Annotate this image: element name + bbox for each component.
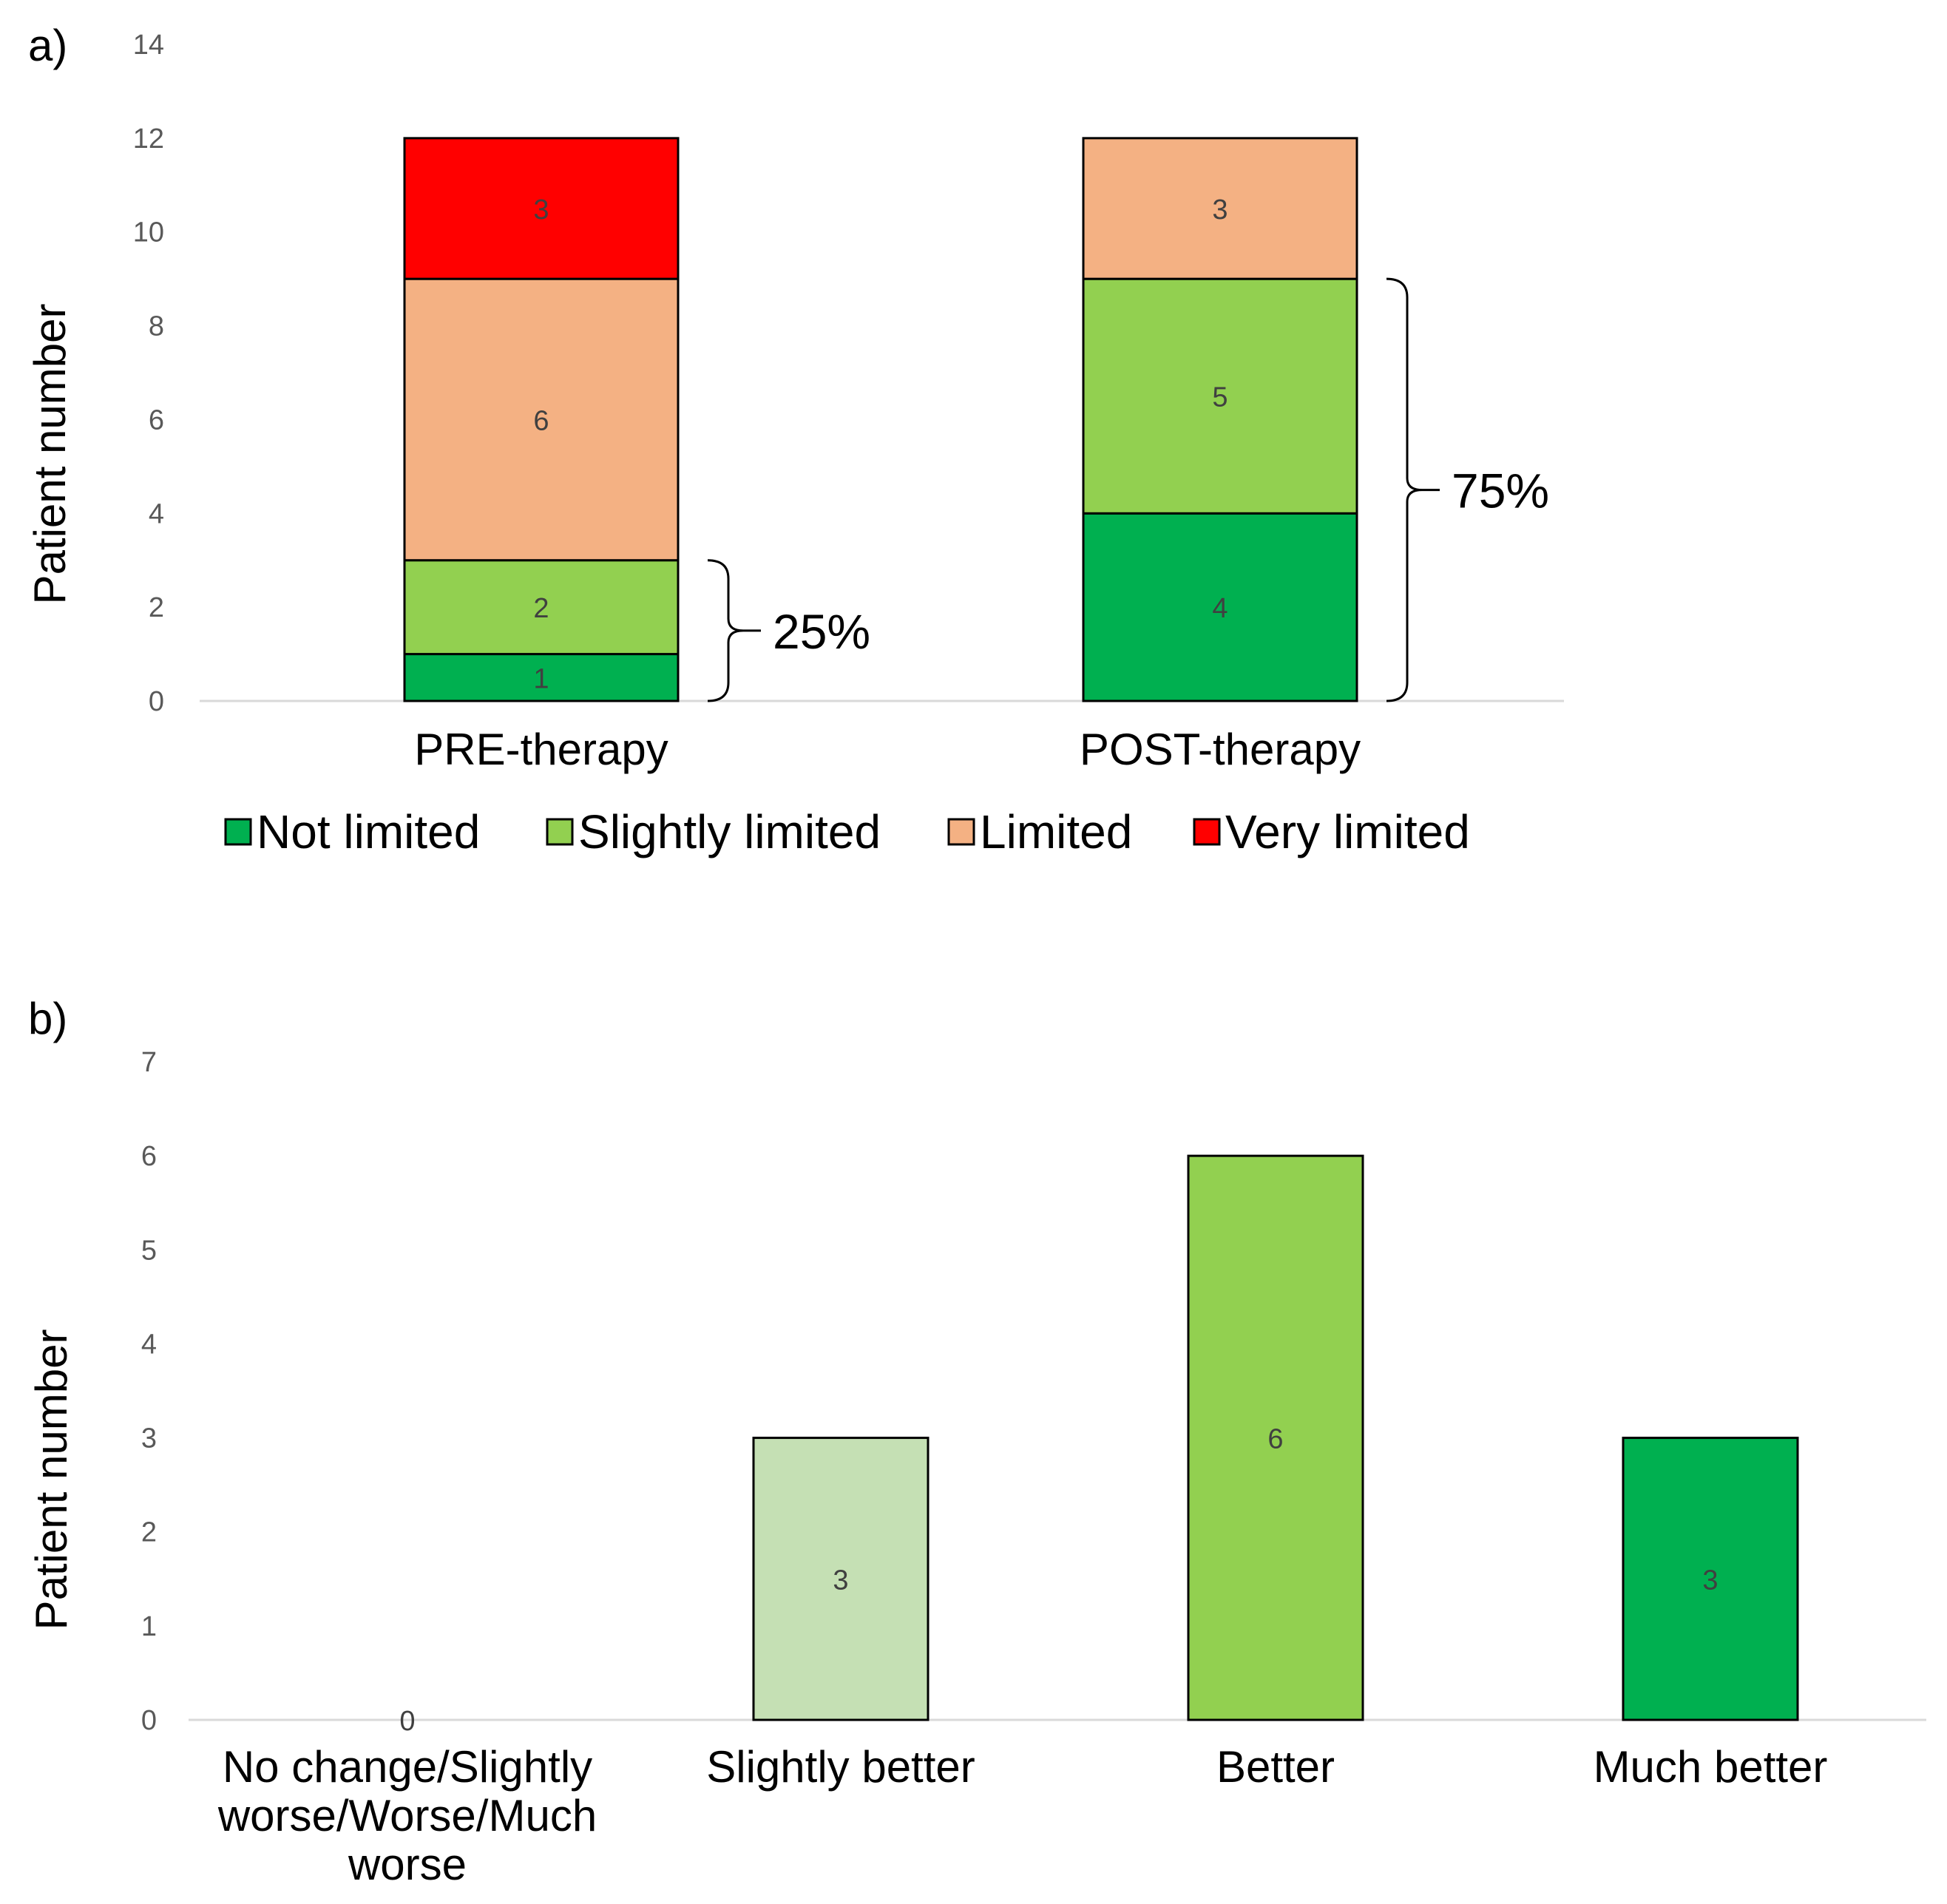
y-tick-label: 12	[133, 123, 164, 155]
data-label: 3	[1702, 1565, 1718, 1596]
y-tick-label: 2	[149, 592, 164, 623]
brace-pre-therapy	[707, 559, 744, 702]
legend-swatch-very-limited	[1193, 818, 1221, 846]
y-tick-label: 4	[149, 498, 164, 529]
bar-segment-very-limited	[403, 137, 680, 280]
x-tick-label-line: No change/Slightly	[223, 1742, 592, 1792]
bar-better	[1187, 1154, 1364, 1721]
legend-label-very-limited: Very limited	[1225, 805, 1470, 858]
chart-b-bar: b) 0 1 2 3 4 5 6 7 Patient number 0 No change/Slig…	[27, 994, 1926, 1889]
data-label: 5	[1212, 382, 1228, 413]
legend-swatch-slightly-limited	[546, 818, 574, 846]
y-tick-label: 8	[149, 311, 164, 342]
x-tick-label: Slightly better	[706, 1742, 975, 1792]
data-label: 2	[533, 593, 549, 624]
x-tick-label-line: Much better	[1594, 1742, 1828, 1792]
x-tick-label: PRE-therapy	[414, 725, 668, 774]
bar-segment-not-limited	[1082, 512, 1358, 702]
x-tick-label-line: worse	[348, 1840, 467, 1889]
x-tick-label: Better	[1216, 1742, 1335, 1792]
y-tick-label: 4	[141, 1329, 157, 1360]
y-tick-label: 14	[133, 30, 164, 61]
bar-segment-slightly-limited	[403, 559, 680, 656]
bar-segment-slightly-limited	[1082, 277, 1358, 515]
x-tick-label-line: Slightly better	[706, 1742, 975, 1792]
y-tick-label: 6	[149, 404, 164, 436]
x-tick-label-line: worse/Worse/Much	[217, 1791, 597, 1840]
y-axis-title: Patient number	[27, 1329, 76, 1630]
annotation-percent: 75%	[1452, 464, 1549, 518]
data-label: 6	[1267, 1424, 1283, 1455]
bar-segment-limited	[1082, 137, 1358, 280]
legend-label-limited: Limited	[980, 805, 1132, 858]
bar-much-better	[1622, 1437, 1799, 1721]
data-label: 6	[533, 405, 549, 436]
data-label: 0	[399, 1706, 415, 1737]
legend-label-not-limited: Not limited	[257, 805, 480, 858]
data-label: 3	[833, 1565, 848, 1596]
y-tick-label: 1	[141, 1611, 157, 1642]
x-tick-label: POST-therapy	[1080, 725, 1361, 774]
bar-segment-not-limited	[403, 653, 680, 702]
data-label: 3	[1212, 194, 1228, 226]
x-tick-label: Much better	[1594, 1742, 1828, 1792]
y-tick-label: 7	[141, 1047, 157, 1078]
y-tick-label: 3	[141, 1423, 157, 1454]
annotation-percent: 25%	[773, 604, 870, 659]
bar-slightly-better	[752, 1437, 930, 1721]
data-label: 4	[1212, 593, 1228, 624]
y-tick-label: 5	[141, 1235, 157, 1266]
y-tick-label: 0	[149, 686, 164, 717]
brace-post-therapy	[1386, 277, 1423, 702]
data-label: 1	[533, 663, 549, 694]
legend-swatch-not-limited	[224, 818, 252, 846]
y-tick-label: 6	[141, 1141, 157, 1172]
y-tick-label: 2	[141, 1517, 157, 1548]
legend-label-slightly-limited: Slightly limited	[578, 805, 881, 858]
y-axis-title: Patient number	[25, 304, 75, 605]
x-tick-label-line: Better	[1216, 1742, 1335, 1792]
bar-segment-limited	[403, 277, 680, 562]
panel-label-b: b)	[28, 994, 67, 1043]
panel-label-a: a)	[28, 21, 67, 70]
y-tick-label: 10	[133, 217, 164, 248]
x-tick-label: No change/Slightly worse/Worse/Much worse	[217, 1742, 597, 1889]
y-tick-label: 0	[141, 1705, 157, 1736]
data-label: 3	[533, 194, 549, 226]
legend-swatch-limited	[947, 818, 975, 846]
